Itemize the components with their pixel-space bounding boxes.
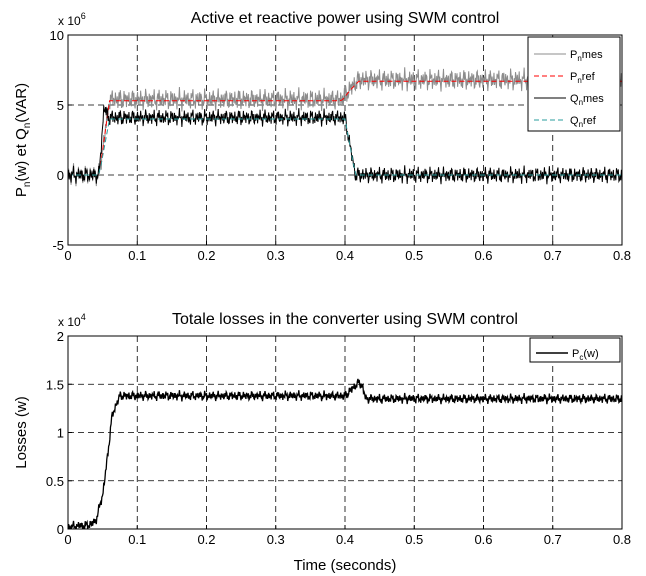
top-x-tick-label: 0.6 <box>474 248 492 263</box>
bottom-series-line-1 <box>68 378 622 529</box>
bottom-x-tick-label: 0.3 <box>267 532 285 547</box>
top-legend-label-main: Q <box>570 93 579 105</box>
top-legend-label-rest: ref <box>582 71 596 83</box>
bottom-y-tick-label: 1.5 <box>46 377 64 392</box>
bottom-x-tick-label: 0.5 <box>405 532 423 547</box>
bottom-legend-label-1: Pc(w) <box>572 348 599 362</box>
top-y-multiplier-exponent: 6 <box>81 11 86 21</box>
top-legend-label-4: Qnref <box>570 115 597 129</box>
top-y-axis-label: Pn(w) et Qn(VAR) <box>13 83 33 197</box>
top-chart-panel: Active et reactive power using SWM contr… <box>13 10 631 263</box>
top-legend-label-3: Qnmes <box>570 93 604 107</box>
bottom-y-multiplier-base: x 10 <box>58 315 81 329</box>
top-legend-label-rest: ref <box>583 115 597 127</box>
top-y-label-part-3: (VAR) <box>13 83 30 123</box>
top-legend-label-main: Q <box>570 115 579 127</box>
top-x-tick-label: 0.3 <box>267 248 285 263</box>
bottom-x-tick-label: 0.7 <box>544 532 562 547</box>
top-legend-label-2: Pnref <box>570 71 596 85</box>
bottom-legend-label-sub: c <box>579 353 583 362</box>
bottom-x-tick-label: 0 <box>64 532 71 547</box>
top-series-line-3 <box>68 105 622 185</box>
top-legend-label-sub: n <box>577 76 581 85</box>
top-y-label-part-2: (w) et Q <box>13 128 30 181</box>
top-legend-label-rest: mes <box>583 93 604 105</box>
top-y-multiplier-base: x 10 <box>58 14 81 28</box>
bottom-legend-label-main: P <box>572 348 579 360</box>
top-y-tick-label: 10 <box>50 28 64 43</box>
bottom-x-tick-label: 0.2 <box>197 532 215 547</box>
bottom-x-tick-label: 0.6 <box>474 532 492 547</box>
top-y-label-part-1: P <box>13 187 30 197</box>
top-x-tick-label: 0.8 <box>613 248 631 263</box>
bottom-y-multiplier-exponent: 4 <box>81 312 86 322</box>
top-chart-title: Active et reactive power using SWM contr… <box>191 10 500 27</box>
top-x-tick-label: 0.4 <box>336 248 354 263</box>
top-y-multiplier: x 106 <box>58 11 86 28</box>
top-legend-label-sub: n <box>577 54 581 63</box>
top-legend-label-sub: n <box>579 98 583 107</box>
bottom-y-multiplier: x 104 <box>58 312 86 329</box>
bottom-y-tick-label: 0.5 <box>46 474 64 489</box>
bottom-x-axis-label: Time (seconds) <box>294 557 397 574</box>
bottom-chart-panel: Totale losses in the converter using SWM… <box>13 311 631 574</box>
bottom-x-tick-label: 0.4 <box>336 532 354 547</box>
top-legend-label-sub: n <box>579 120 583 129</box>
top-legend-label-main: P <box>570 71 577 83</box>
bottom-legend-box <box>529 337 621 363</box>
bottom-y-tick-label: 0 <box>57 522 64 537</box>
bottom-y-tick-label: 1 <box>57 426 64 441</box>
top-y-tick-label: -5 <box>52 238 64 253</box>
bottom-x-tick-label: 0.1 <box>128 532 146 547</box>
bottom-y-tick-label: 2 <box>57 329 64 344</box>
bottom-y-axis-label: Losses (w) <box>13 396 30 469</box>
top-series-line-4 <box>68 118 622 176</box>
top-x-tick-label: 0.5 <box>405 248 423 263</box>
top-legend-label-rest: mes <box>582 49 603 61</box>
top-x-tick-label: 0 <box>64 248 71 263</box>
top-legend-label-main: P <box>570 49 577 61</box>
top-y-label-sub-2: n <box>22 123 33 129</box>
top-y-tick-label: 5 <box>57 98 64 113</box>
top-y-label-sub-1: n <box>22 182 33 188</box>
top-y-tick-label: 0 <box>57 168 64 183</box>
bottom-x-tick-label: 0.8 <box>613 532 631 547</box>
bottom-chart-title: Totale losses in the converter using SWM… <box>172 311 518 328</box>
top-x-tick-label: 0.1 <box>128 248 146 263</box>
top-series-line-2 <box>68 80 622 176</box>
top-legend-box <box>527 36 621 132</box>
top-legend-label-1: Pnmes <box>570 49 603 63</box>
bottom-legend-label-rest: (w) <box>583 348 598 360</box>
top-x-tick-label: 0.7 <box>544 248 562 263</box>
bottom-legend: Pc(w) <box>529 337 621 363</box>
top-x-tick-label: 0.2 <box>197 248 215 263</box>
